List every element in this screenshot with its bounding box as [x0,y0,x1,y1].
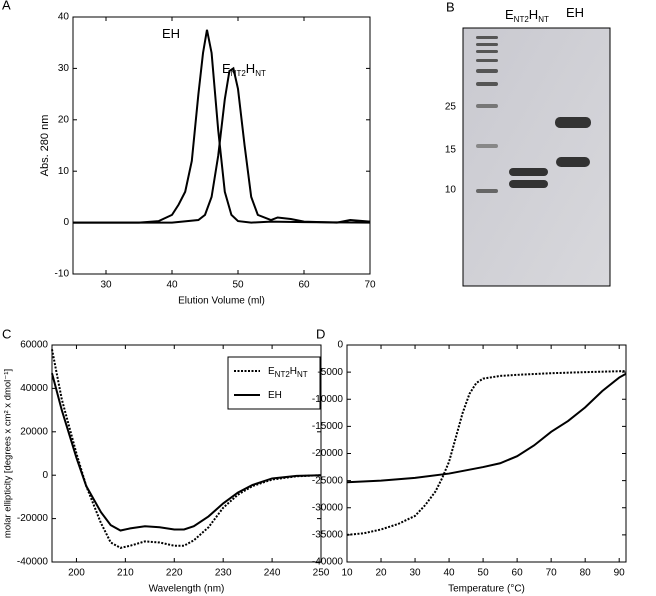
data-line [73,66,371,224]
x-tick-label: 60 [512,568,524,579]
x-tick-label: 30 [100,280,112,291]
y-tick-label: 20 [58,114,70,125]
legend-frame [227,356,321,410]
y-tick-label: 0 [42,470,48,481]
x-tick-label: 80 [580,568,592,579]
text-part: H [246,61,255,76]
panel-letter: A [2,0,11,12]
legend-label: ENT2HNT [268,366,308,379]
x-tick-label: 60 [298,280,310,291]
text-part: H [290,366,297,377]
text-part: H [529,7,538,22]
plot-frame [51,344,322,563]
text-part: EH [162,26,180,41]
marker-label: 10 [445,185,457,196]
x-tick-label: 210 [117,568,134,579]
x-tick-label: 200 [68,568,85,579]
data-line [346,370,627,536]
x-tick-label: 30 [409,568,421,579]
y-tick-label: 30 [58,63,70,74]
text-part: E [268,366,275,377]
y-tick-label: 40000 [20,383,48,394]
y-tick-label: -15000 [312,421,344,432]
y-tick-label: -20000 [312,448,344,459]
plot-frame [72,16,371,275]
x-tick-label: 220 [166,568,183,579]
y-tick-label: -40000 [312,557,344,568]
subscript: NT2 [231,69,247,78]
text-part: EH [268,390,282,401]
lane-label: ENT2HNT [505,7,549,24]
y-tick-label: -25000 [312,475,344,486]
y-tick-label: 20000 [20,426,48,437]
marker-label: 25 [445,102,457,113]
y-axis-label: Abs. 280 nm [39,115,51,177]
y-tick-label: -20000 [17,513,49,524]
y-tick-label: -5000 [317,367,343,378]
text-part: E [222,61,231,76]
bands [509,117,591,188]
subscript: NT2 [514,15,530,24]
annotation: EH [162,26,180,41]
data-line [346,372,627,484]
y-tick-label: -10000 [312,394,344,405]
x-tick-label: 90 [614,568,626,579]
panel-letter: B [446,0,455,14]
panel-letter: D [316,326,325,341]
y-tick-label: 0 [63,217,69,228]
subscript: NT [297,370,308,379]
x-tick-label: 20 [375,568,387,579]
x-tick-label: 50 [478,568,490,579]
x-tick-label: 40 [444,568,456,579]
y-tick-label: -30000 [312,502,344,513]
subscript: NT2 [275,370,291,379]
lane-label: EH [566,5,584,20]
x-tick-label: 70 [546,568,558,579]
x-tick-label: 40 [166,280,178,291]
x-tick-label: 70 [364,280,376,291]
y-tick-label: 60000 [20,340,48,351]
plot-frame [346,344,627,563]
marker-label: 15 [445,145,457,156]
y-axis-label: molar ellipticity [degrees x cm² x dmol⁻… [3,369,14,538]
y-tick-label: 40 [58,12,70,23]
panel-letter: C [2,326,11,341]
y-tick-label: 10 [58,166,70,177]
gel [462,27,611,287]
data-line [51,372,322,532]
x-tick-label: 230 [215,568,232,579]
gel-panel: B 25 15 10 ENT2HNT EH [445,0,611,287]
y-tick-label: -40000 [17,557,49,568]
x-tick-label: 50 [232,280,244,291]
legend-label: EH [268,390,282,401]
y-tick-label: 0 [337,340,343,351]
x-axis-label: Temperature (°C) [448,584,525,595]
text-part: EH [566,5,584,20]
x-axis-label: Elution Volume (ml) [178,296,265,307]
x-tick-label: 240 [264,568,281,579]
ladder [476,36,498,193]
y-tick-label: -10 [55,269,70,280]
annotation: ENT2HNT [222,61,266,78]
text-part: E [505,7,514,22]
y-tick-label: -35000 [312,530,344,541]
x-tick-label: 10 [341,568,353,579]
x-tick-label: 250 [313,568,330,579]
x-axis-label: Wavelength (nm) [149,584,225,595]
subscript: NT [255,69,266,78]
data-line [73,29,371,224]
subscript: NT [538,15,549,24]
